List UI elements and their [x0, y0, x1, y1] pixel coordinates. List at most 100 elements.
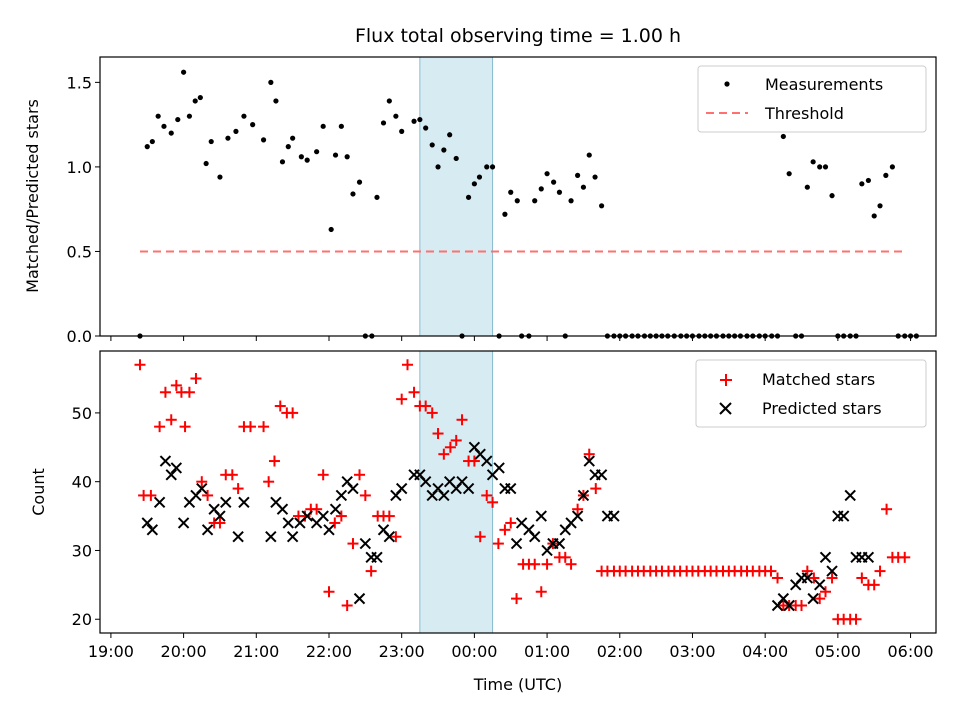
measurement-point — [865, 177, 871, 184]
matched-star-point — [492, 538, 504, 550]
matched-star-point — [559, 551, 571, 563]
measurement-point — [268, 79, 274, 85]
x-tick-label: 02:00 — [597, 642, 643, 661]
measurement-point — [273, 98, 279, 104]
matched-star-point — [432, 428, 444, 440]
measurement-point — [810, 159, 816, 165]
top-y-ticks: 0.0 0.5 1.0 1.5 — [67, 73, 100, 346]
measurement-point — [197, 94, 203, 101]
measurement-point — [356, 179, 363, 185]
measurement-point — [320, 123, 326, 129]
matched-star-point — [820, 586, 832, 598]
matched-star-point — [899, 551, 911, 563]
matched-star-point — [808, 572, 820, 584]
measurement-point — [344, 154, 350, 160]
measurement-point — [399, 128, 405, 134]
predicted-star-point — [553, 537, 566, 550]
matched-star-point — [359, 489, 371, 501]
measurement-point — [285, 144, 291, 150]
predicted-star-point — [493, 462, 505, 474]
measurement-point — [250, 122, 256, 128]
measurement-point — [338, 123, 344, 129]
measurement-point — [144, 144, 150, 150]
matched-star-point — [170, 379, 182, 391]
matched-star-point — [444, 441, 456, 453]
predicted-star-point — [276, 503, 289, 515]
matched-star-point — [263, 476, 275, 488]
predicted-star-point — [317, 510, 329, 522]
x-tick-label: 04:00 — [742, 642, 788, 661]
legend-threshold-label: Threshold — [764, 104, 844, 123]
matched-star-point — [438, 448, 450, 460]
predicted-star-point — [837, 510, 850, 522]
matched-star-point — [772, 572, 784, 584]
bottom-plot-frame — [99, 350, 937, 634]
bottom-highlight-span — [419, 350, 494, 634]
measurement-point — [476, 174, 483, 180]
x-tick-label: 06:00 — [888, 642, 934, 661]
matched-star-point — [179, 421, 191, 433]
measurement-point — [225, 135, 231, 141]
matched-star-point — [268, 455, 280, 467]
matched-star-point — [287, 407, 299, 419]
predicted-star-point — [201, 524, 214, 536]
predicted-star-point — [335, 489, 348, 502]
matched-star-point — [341, 599, 353, 611]
predicted-star-point — [238, 496, 250, 509]
legend-matched-label: Matched stars — [762, 370, 875, 389]
y-tick-label: 20 — [72, 610, 92, 629]
measurement-point — [328, 226, 334, 233]
matched-star-point — [426, 407, 438, 419]
legend-measurements-marker — [724, 81, 730, 87]
predicted-star-point — [438, 489, 450, 502]
predicted-star-point — [535, 510, 547, 522]
top-panel: Flux total observing time = 1.00 h 0.00.… — [23, 25, 937, 346]
predicted-star-point — [301, 510, 313, 522]
predicted-star-point — [329, 503, 342, 515]
top-x-ticks — [110, 336, 912, 341]
predicted-star-point — [214, 510, 226, 522]
measurement-point — [279, 159, 286, 165]
matched-star-point — [856, 572, 868, 584]
measurement-point — [551, 179, 557, 185]
matched-star-point — [258, 421, 270, 433]
measurement-point — [386, 98, 392, 104]
top-legend: Measurements Threshold — [697, 65, 927, 133]
matched-star-point — [765, 565, 777, 577]
matched-star-point — [311, 503, 323, 515]
measurement-point — [423, 125, 429, 131]
top-highlight-span — [419, 56, 494, 337]
predicted-star-point — [323, 524, 335, 536]
matched-star-point — [299, 510, 311, 522]
y-tick-label: 1.0 — [67, 158, 92, 177]
y-tick-label: 30 — [72, 541, 92, 560]
measurement-point — [502, 211, 508, 217]
x-tick-label: 01:00 — [524, 642, 570, 661]
measurement-point — [260, 137, 267, 143]
x-tick-label: 20:00 — [161, 642, 207, 661]
matched-star-point — [274, 400, 286, 412]
predicted-star-point — [801, 572, 814, 584]
bottom-legend: Matched stars Predicted stars — [695, 359, 927, 428]
measurement-point — [374, 194, 380, 200]
matched-star-point — [323, 586, 335, 598]
measurement-point — [332, 152, 339, 158]
matched-star-point — [796, 599, 808, 611]
measurement-point — [508, 189, 514, 195]
measurement-point — [393, 113, 399, 119]
matched-star-point — [565, 558, 577, 570]
measurement-point — [186, 113, 193, 119]
matched-star-point — [487, 496, 499, 508]
matched-star-point — [154, 421, 166, 433]
measurement-point — [411, 118, 417, 124]
x-tick-label: 21:00 — [233, 642, 279, 661]
predicted-star-point — [844, 489, 856, 502]
measurement-point — [592, 174, 598, 180]
bottom-x-ticks: 19:00 20:00 21:00 22:00 23:00 00:00 01:00 02:00… — [88, 633, 934, 661]
measurement-point — [203, 160, 209, 167]
measurement-point — [350, 191, 356, 197]
bottom-y-ticks: 20 30 40 50 — [72, 404, 100, 629]
predicted-star-point — [783, 599, 795, 612]
predicted-star-point — [807, 592, 819, 605]
